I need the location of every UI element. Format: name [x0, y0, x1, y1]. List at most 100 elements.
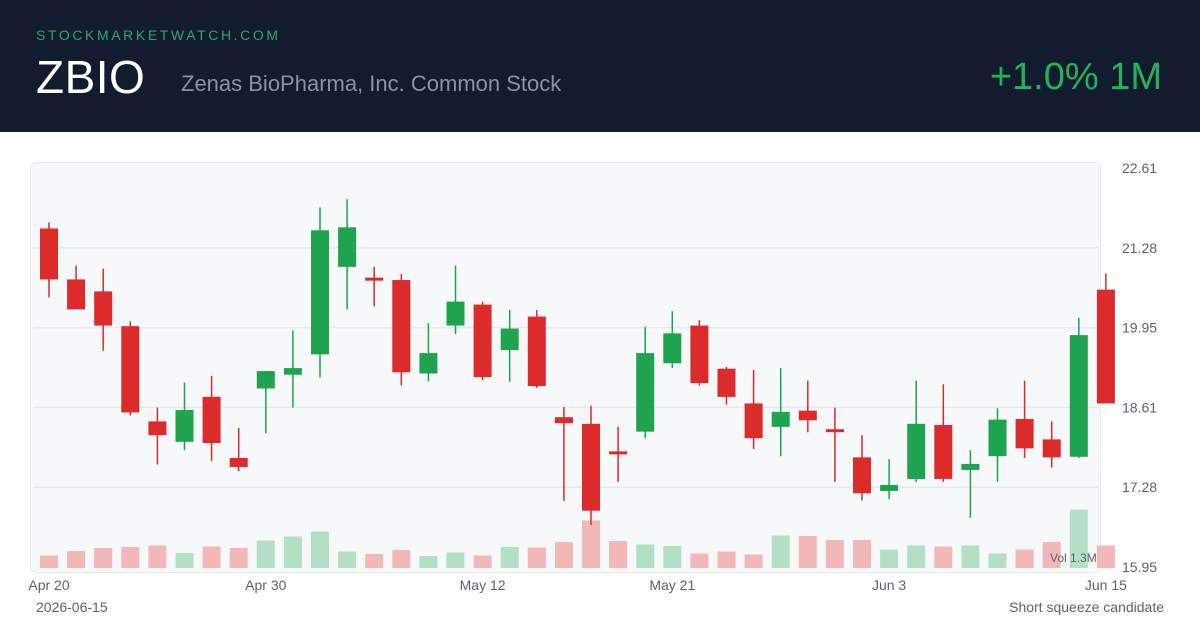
candle-body — [1042, 439, 1061, 458]
volume-bar — [148, 545, 167, 568]
candle-body — [853, 457, 871, 494]
candle-body — [527, 316, 546, 387]
chart-note: Short squeeze candidate — [1009, 599, 1164, 615]
volume-bar — [798, 536, 817, 568]
candle-body — [961, 463, 980, 470]
volume-bar — [771, 535, 790, 568]
x-tick-label: Jun 15 — [1085, 577, 1127, 593]
volume-bar — [880, 549, 899, 568]
candle-body — [175, 410, 194, 442]
candle-body — [473, 304, 492, 378]
volume-bar — [934, 546, 953, 568]
volume-bar — [527, 547, 546, 568]
volume-bar — [202, 546, 221, 568]
y-tick-label: 22.61 — [1122, 160, 1157, 176]
volume-bar — [283, 536, 302, 568]
x-tick-label: May 12 — [460, 577, 506, 593]
volume-bar — [338, 551, 357, 568]
volume-bar — [825, 540, 844, 568]
x-tick-label: Apr 20 — [28, 577, 69, 593]
candle-body — [94, 291, 113, 326]
y-tick-label: 21.28 — [1122, 240, 1157, 256]
candle-body — [825, 429, 844, 433]
x-tick-label: May 21 — [649, 577, 695, 593]
volume-bar — [744, 554, 763, 568]
volume-bar — [392, 550, 411, 568]
candle-body — [907, 423, 926, 479]
volume-bar — [94, 548, 113, 568]
volume-bar — [717, 551, 736, 568]
volume-bar — [1015, 549, 1034, 568]
candle-body — [798, 410, 817, 421]
site-name[interactable]: STOCKMARKETWATCH.COM — [36, 27, 281, 43]
candle-body — [365, 277, 384, 281]
header-banner: STOCKMARKETWATCH.COM ZBIO Zenas BioPharm… — [0, 0, 1200, 132]
volume-bar — [554, 542, 573, 568]
volume-bar — [988, 553, 1007, 568]
volume-bar — [311, 531, 329, 568]
candle-body — [148, 421, 167, 436]
candle-body — [121, 326, 140, 413]
candle-body — [636, 353, 655, 432]
candle-body — [256, 371, 275, 389]
volume-bar — [40, 555, 58, 568]
volume-bar — [67, 551, 86, 568]
volume-bar — [609, 541, 628, 568]
volume-bar — [473, 555, 492, 568]
volume-bar — [419, 556, 438, 568]
volume-bar — [853, 540, 871, 568]
candle-body — [500, 328, 519, 351]
volume-bar — [229, 548, 248, 568]
candle-body — [934, 425, 953, 479]
volume-bar — [500, 547, 519, 568]
candle-body — [690, 325, 709, 384]
candle-body — [554, 417, 573, 424]
volume-bar — [121, 547, 140, 568]
candle-body — [202, 396, 221, 443]
y-tick-label: 19.95 — [1122, 320, 1157, 336]
y-tick-label: 18.61 — [1122, 399, 1157, 415]
candle-body — [1069, 335, 1088, 457]
candle-body — [744, 403, 763, 439]
volume-bar — [256, 540, 275, 568]
candle-body — [446, 301, 465, 326]
x-tick-label: Apr 30 — [245, 577, 286, 593]
candle-body — [1096, 289, 1115, 404]
volume-bar — [582, 520, 600, 568]
volume-bar — [365, 554, 384, 568]
volume-bar — [446, 552, 465, 568]
x-tick-label: Jun 3 — [872, 577, 906, 593]
volume-bar — [907, 545, 926, 568]
candle-body — [283, 368, 302, 375]
candle-body — [229, 457, 248, 467]
chart-panel — [30, 162, 1101, 573]
price-change: +1.0% 1M — [989, 56, 1162, 98]
candle-body — [717, 368, 736, 397]
volume-label: Vol 1.3M — [1050, 551, 1097, 565]
candle-body — [663, 333, 682, 364]
candle-body — [582, 423, 600, 511]
candle-body — [1015, 419, 1034, 449]
candle-body — [311, 230, 329, 355]
candle-body — [771, 411, 790, 427]
candle-body — [880, 484, 899, 491]
company-name: Zenas BioPharma, Inc. Common Stock — [181, 71, 562, 96]
candle-body — [988, 419, 1007, 457]
chart-date: 2026-06-15 — [36, 599, 108, 615]
y-tick-label: 15.95 — [1122, 559, 1157, 575]
ticker-symbol: ZBIO — [36, 51, 146, 103]
candle-body — [40, 228, 58, 280]
volume-bar — [690, 553, 709, 568]
volume-bar — [961, 545, 980, 568]
y-tick-label: 17.28 — [1122, 479, 1157, 495]
candle-body — [419, 353, 438, 374]
volume-bar — [1042, 542, 1061, 568]
volume-bar — [663, 546, 682, 568]
volume-bar — [1096, 545, 1115, 568]
volume-bar — [1069, 509, 1088, 568]
volume-bar — [175, 553, 194, 568]
candle-body — [67, 279, 86, 310]
candle-body — [609, 451, 628, 455]
candle-body — [338, 227, 357, 267]
